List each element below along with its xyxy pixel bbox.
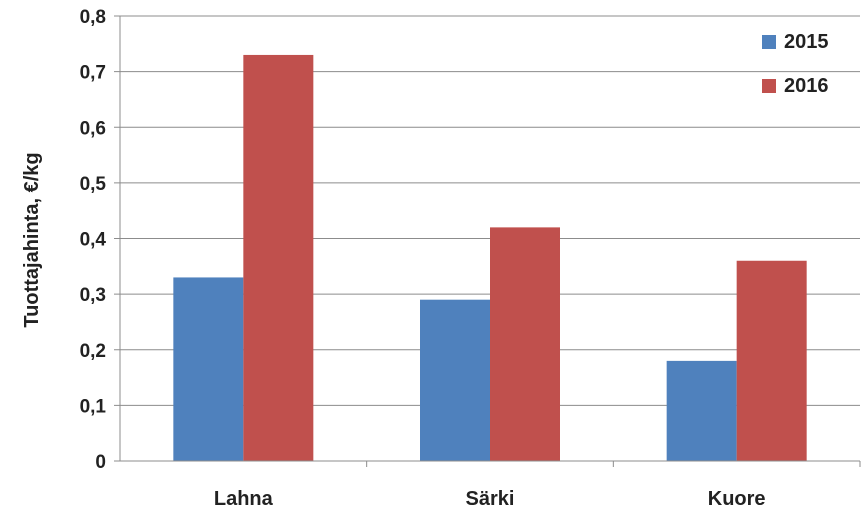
bar-2015-Kuore — [666, 360, 737, 461]
bars — [173, 54, 807, 461]
bar-2016-Kuore — [736, 260, 807, 461]
y-tick-label: 0,8 — [80, 7, 106, 28]
legend-swatch-2016 — [762, 79, 776, 93]
y-tick-label: 0,3 — [80, 285, 106, 306]
legend-label: 2016 — [784, 75, 829, 97]
x-category-labels: Lahna Särki Kuore — [214, 488, 766, 510]
x-category-label: Kuore — [708, 488, 766, 509]
bar-2016-Lahna — [243, 54, 314, 461]
y-axis-title: Tuottajahinta, €/kg — [21, 152, 43, 327]
bar-2015-Lahna — [173, 277, 244, 461]
bar-2016-Särki — [490, 227, 560, 461]
y-tick-label: 0,4 — [80, 230, 107, 251]
y-tick-label: 0,6 — [80, 118, 106, 139]
y-tick-label: 0 — [95, 452, 106, 473]
bar-2015-Särki — [420, 299, 490, 461]
x-category-label: Särki — [466, 488, 515, 509]
y-tick-label: 0,2 — [80, 341, 106, 362]
y-tick-label: 0,7 — [80, 63, 106, 84]
y-tick-labels: 0 0,1 0,2 0,3 0,4 0,5 0,6 0,7 0,8 — [80, 7, 107, 473]
axes — [119, 16, 861, 467]
legend-swatch-2015 — [762, 35, 776, 49]
y-tick-label: 0,1 — [80, 396, 107, 417]
x-category-label: Lahna — [214, 488, 274, 509]
y-tick-label: 0,5 — [80, 174, 107, 195]
legend-label: 2015 — [784, 31, 829, 53]
legend: 2015 2016 — [762, 31, 829, 97]
